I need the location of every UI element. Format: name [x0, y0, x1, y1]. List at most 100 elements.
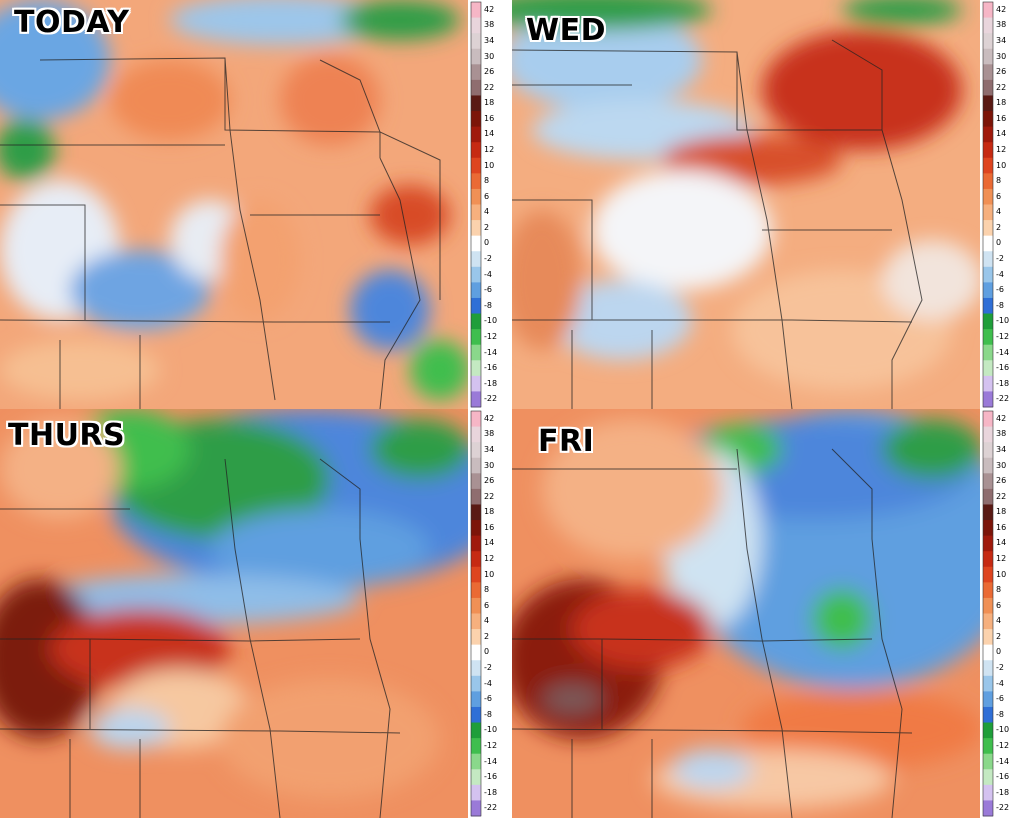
colorbar-swatch — [471, 391, 481, 408]
colorbar-swatch — [983, 79, 993, 96]
colorbar-swatch — [983, 784, 993, 801]
colorbar-swatch — [471, 126, 481, 143]
colorbar-swatch — [983, 204, 993, 221]
colorbar-tick-label: 30 — [996, 51, 1007, 61]
colorbar-swatch — [471, 48, 481, 65]
colorbar-swatch — [983, 442, 993, 459]
colorbar-swatch — [983, 520, 993, 537]
colorbar-tick-label: 4 — [996, 207, 1002, 217]
colorbar-swatches — [982, 410, 994, 817]
colorbar-swatch — [983, 504, 993, 521]
colorbar-tick-label: 8 — [996, 585, 1002, 595]
colorbar-swatch — [983, 597, 993, 614]
colorbar-swatch — [471, 566, 481, 583]
colorbar-tick-label: 22 — [484, 491, 495, 501]
panel-wed: WED 42 38 34 30 26 22 18 16 14 12 10 8 6 4 2 0 -2 -4 -6 -8-… — [512, 0, 1024, 409]
colorbar-swatch — [471, 488, 481, 505]
colorbar-swatch — [983, 753, 993, 770]
colorbar-swatch — [983, 313, 993, 330]
colorbar-tick-label: 16 — [996, 522, 1007, 532]
colorbar-tick-label: 6 — [996, 191, 1002, 201]
colorbar-tick-label: -18 — [996, 787, 1010, 797]
colorbar-tick-label: 22 — [996, 491, 1007, 501]
colorbar-tick-label: 10 — [996, 160, 1007, 170]
colorbar-tick-label: 14 — [996, 129, 1007, 139]
colorbar-swatch — [983, 426, 993, 443]
colorbar-tick-label: 34 — [484, 35, 495, 45]
colorbar-swatch — [983, 157, 993, 174]
colorbar-swatch — [471, 235, 481, 252]
colorbar-tick-label: 14 — [996, 538, 1007, 548]
colorbar-swatch — [983, 235, 993, 252]
panel-fri: FRI 42 38 34 30 26 22 18 16 14 12 10 8 6 4 2 0 -2 -4 -6 -8-… — [512, 409, 1024, 818]
colorbar-swatch — [983, 706, 993, 724]
colorbar-swatch — [983, 344, 993, 361]
colorbar-swatch — [471, 79, 481, 96]
colorbar-tick-label: 12 — [996, 554, 1007, 563]
colorbar-tick-label: 6 — [484, 191, 490, 201]
colorbar-swatch — [471, 784, 481, 801]
colorbar-tick-label: -8 — [996, 300, 1004, 310]
colorbar-swatch — [983, 722, 993, 739]
panel-thurs: THURS 42 38 34 30 26 22 18 16 14 12 10 8 6 4 2 0 -2 -4 -6-… — [0, 409, 512, 818]
colorbar-swatch — [983, 691, 993, 708]
colorbar-swatch — [983, 64, 993, 81]
colorbar-swatch — [983, 142, 993, 159]
colorbar-swatch — [471, 535, 481, 552]
colorbar-tick-label: -8 — [996, 709, 1004, 719]
colorbar-tick-label: 0 — [484, 647, 490, 657]
colorbar-swatch — [471, 251, 481, 268]
colorbar-swatch — [983, 48, 993, 65]
colorbar-swatch — [983, 251, 993, 268]
colorbar-tick-label: 42 — [484, 413, 495, 423]
colorbar-swatch — [471, 753, 481, 770]
colorbar-swatch — [983, 769, 993, 786]
colorbar-tick-label: -6 — [996, 285, 1004, 295]
colorbar-swatch — [983, 457, 993, 474]
colorbar-tick-label: 34 — [996, 35, 1007, 45]
colorbar-tick-label: 4 — [484, 207, 490, 217]
colorbar-tick-label: 8 — [484, 585, 490, 595]
colorbar-tick-label: 18 — [484, 507, 495, 517]
colorbar-border — [982, 1, 994, 408]
colorbar-swatch — [983, 375, 993, 392]
colorbar-tick-label: 16 — [996, 113, 1007, 123]
colorbar-swatch — [471, 660, 481, 677]
colorbar-today: 42 38 34 30 26 22 18 16 14 12 10 8 6 4 2 0 -2 -4 -6 -8 -10 -1… — [468, 0, 512, 409]
wed-anomaly-map — [512, 0, 980, 409]
colorbar-tick-label: -22 — [484, 394, 498, 404]
colorbar-tick-label: -10 — [996, 725, 1010, 735]
colorbar-tick-label: 42 — [484, 4, 495, 14]
colorbar-swatch — [471, 442, 481, 459]
panel-label-thurs: THURS — [8, 418, 126, 453]
colorbar-swatch — [471, 706, 481, 724]
colorbar-swatch — [983, 329, 993, 346]
colorbar-tick-label: 10 — [484, 160, 495, 170]
colorbar-tick-label: 38 — [996, 429, 1007, 439]
colorbar-swatch — [983, 473, 993, 490]
colorbar-swatch — [983, 566, 993, 583]
colorbar-swatch — [471, 800, 481, 817]
colorbar-swatch — [983, 111, 993, 128]
colorbar-swatch — [471, 17, 481, 34]
colorbar-tick-label: 38 — [484, 20, 495, 30]
colorbar-tick-label: 0 — [996, 647, 1002, 657]
colorbar-tick-label: 8 — [996, 176, 1002, 186]
colorbar-tick-label: -12 — [996, 740, 1010, 750]
colorbar-swatch — [471, 142, 481, 159]
colorbar-tick-label: -10 — [996, 316, 1010, 326]
colorbar-swatch — [983, 582, 993, 599]
panel-label-today: TODAY — [14, 5, 130, 40]
colorbar-tick-label: 2 — [484, 222, 490, 232]
colorbar-tick-label: -12 — [484, 331, 498, 341]
colorbar-tick-label: 6 — [996, 600, 1002, 610]
colorbar-tick-label: 30 — [484, 51, 495, 61]
colorbar-swatch — [471, 629, 481, 646]
colorbar-swatch — [471, 375, 481, 392]
colorbar-tick-label: 26 — [484, 67, 495, 77]
colorbar-swatch — [983, 282, 993, 299]
colorbar-swatch — [983, 297, 993, 315]
colorbar-swatch — [983, 738, 993, 755]
colorbar-tick-label: -18 — [996, 378, 1010, 388]
